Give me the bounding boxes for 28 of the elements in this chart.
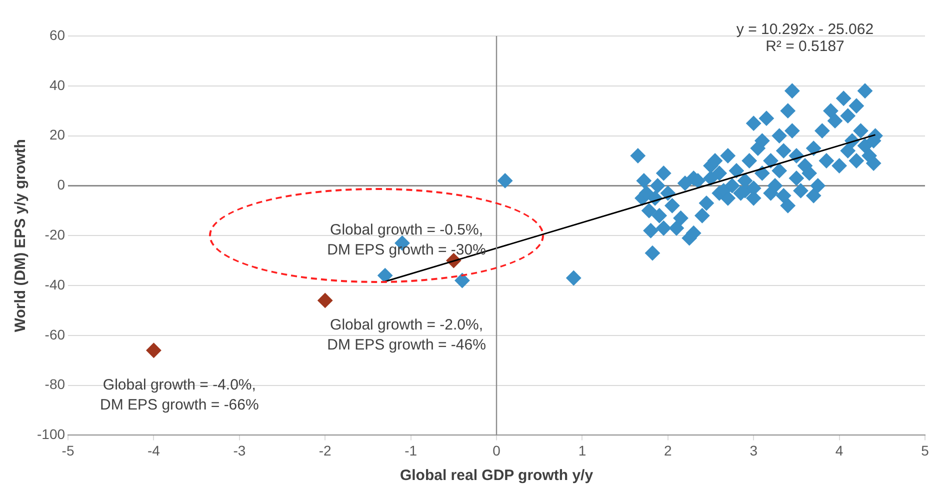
y-tick-label: 20 — [49, 126, 66, 143]
y-tick-label: 60 — [49, 26, 66, 43]
x-tick-label: -2 — [318, 442, 332, 458]
annotation: y = 10.292x - 25.062 R² = 0.5187 — [736, 21, 874, 56]
x-tick-label: -1 — [404, 442, 418, 458]
x-tick-label: 3 — [750, 442, 758, 458]
y-axis-title: World (DM) EPS y/y growth — [12, 139, 30, 332]
y-tick-label: -80 — [44, 376, 66, 392]
point — [146, 342, 162, 358]
y-tick-label: -20 — [44, 226, 66, 242]
x-tick-label: 5 — [921, 442, 930, 458]
y-tick-label: -100 — [36, 426, 66, 442]
x-tick-label: 1 — [578, 442, 586, 458]
y-tick-label: 40 — [49, 76, 66, 93]
annotation: Global growth = -2.0%, DM EPS growth = -46% — [327, 316, 486, 354]
y-tick-label: 0 — [57, 176, 66, 193]
y-tick-label: -60 — [44, 326, 66, 342]
x-tick-label: -3 — [233, 442, 246, 458]
x-tick-label: 2 — [664, 442, 672, 458]
annotation: Global growth = -4.0%, DM EPS growth = -66% — [100, 376, 259, 414]
x-tick-label: 4 — [835, 442, 844, 458]
annotation: Global growth = -0.5%, DM EPS growth = -30% — [327, 222, 486, 259]
x-tick-label: -5 — [62, 442, 74, 458]
x-tick-label: -4 — [147, 442, 160, 458]
x-axis-title: Global real GDP growth y/y — [400, 467, 594, 484]
x-tick-label: 0 — [492, 442, 501, 458]
point — [318, 292, 333, 308]
y-tick-label: -40 — [44, 276, 66, 292]
